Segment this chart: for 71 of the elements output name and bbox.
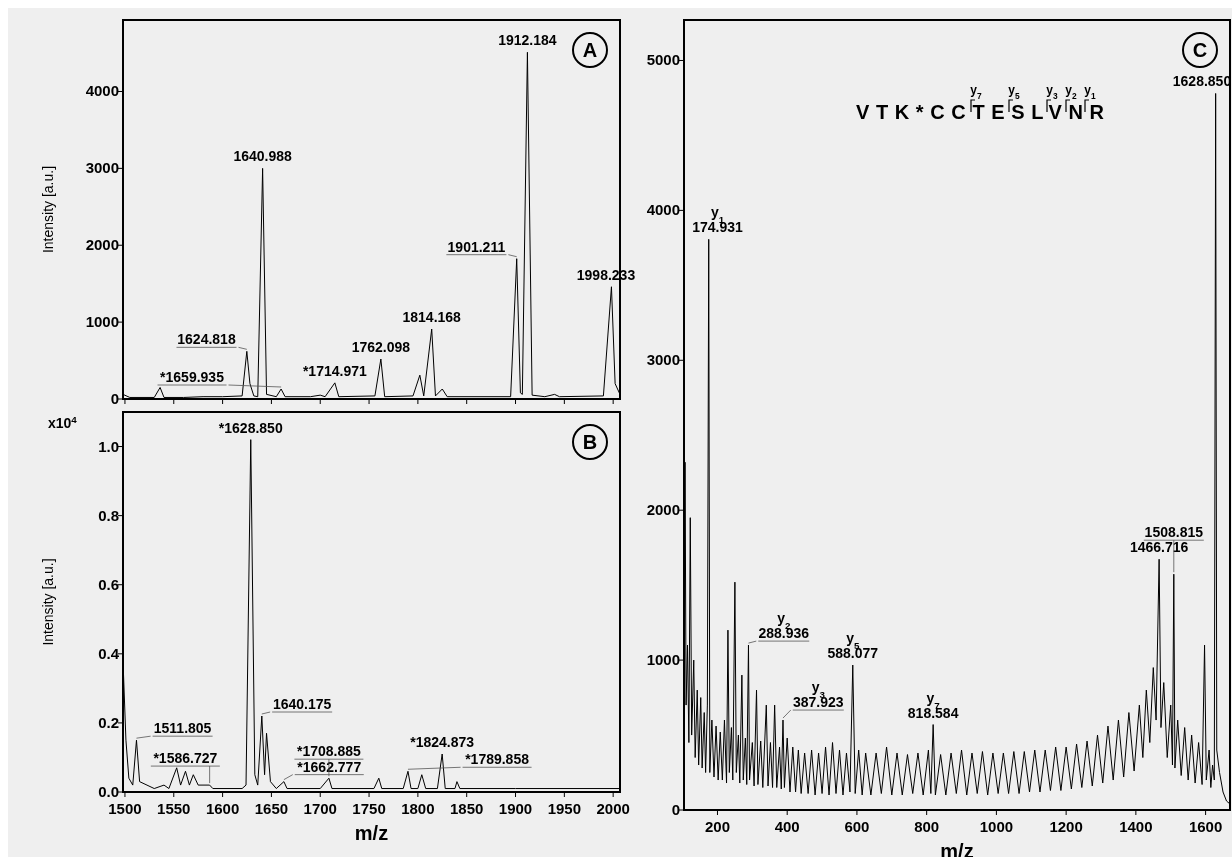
x-tick-label: 1800 [401, 800, 435, 817]
annotation: *1659.935 [160, 369, 225, 386]
annotation: 1640.175 [272, 696, 332, 712]
annotation: 1912.184 [498, 32, 557, 49]
y-tick-label: 0 [110, 390, 119, 407]
x-tick-label: 2000 [596, 800, 630, 817]
x-tick-label: 1400 [1119, 818, 1153, 835]
annotation: 1508.815 [1144, 524, 1204, 541]
annotation: 1814.168 [402, 309, 462, 326]
y-tick-label: 1000 [85, 313, 119, 331]
annotation: 1511.805 [153, 720, 212, 737]
x-tick-label: 400 [774, 818, 800, 835]
y-tick-label: 0.0 [98, 783, 119, 800]
y-tick-label: 1.0 [98, 437, 119, 455]
x-tick-label: 800 [914, 818, 940, 835]
annotation: *1586.727 [153, 750, 218, 767]
annotation: A [582, 39, 598, 61]
annotation: B [582, 431, 598, 453]
x-tick-label: 1600 [205, 800, 240, 817]
x-tick-label: 1750 [352, 800, 386, 817]
annotation: 1628.850 [1172, 73, 1232, 90]
annotation: *1628.850 [218, 419, 283, 436]
x-tick-label: 1950 [547, 800, 582, 817]
y-tick-label: 0.2 [98, 713, 119, 731]
annotation: y$_{2}$ 288.936 [758, 610, 810, 642]
annotation: y$_{2}$ [1065, 83, 1078, 101]
annotation: *1714.971 [302, 362, 367, 379]
x-tick-label: 200 [704, 818, 730, 835]
annotation: y$_{7}$ [970, 83, 983, 101]
x-axis-title: m/z [354, 822, 389, 844]
x-tick-label: 1900 [498, 800, 533, 817]
y-tick-label: 0.6 [98, 575, 119, 593]
x-tick-label: 1600 [1188, 818, 1223, 835]
y-tick-label: 2000 [85, 236, 119, 254]
annotation: *1708.885 [296, 743, 362, 760]
annotation: y$_{1}$ 174.931 [692, 204, 744, 236]
annotation: 1466.716 [1129, 539, 1189, 556]
annotation: 1624.818 [177, 331, 236, 348]
annotation: y$_{1}$ [1084, 83, 1097, 101]
y-tick-label: 5000 [646, 51, 680, 69]
annotation: 1901.211 [447, 238, 506, 255]
x-tick-label: 1700 [303, 800, 337, 817]
annotation: y$_{5}$ [1008, 83, 1021, 101]
y-tick-label: 4000 [85, 82, 119, 100]
annotation: y$_{5}$ 588.077 [827, 630, 879, 662]
y-tick-label: 0 [671, 801, 680, 818]
y-tick-label: 0.4 [98, 644, 120, 662]
annotation: *1789.858 [465, 751, 530, 768]
y-tick-label: 3000 [85, 159, 119, 177]
x-tick-label: 1200 [1049, 818, 1083, 835]
y-tick-label: 3000 [646, 351, 680, 369]
text: x10$^{4}$ [48, 413, 78, 431]
y-axis-title: Intensity [a.u.] [40, 165, 56, 254]
annotation: 1640.988 [233, 148, 293, 165]
y-tick-label: 0.8 [98, 506, 119, 524]
x-tick-label: 600 [844, 818, 870, 835]
x-tick-label: 1000 [979, 818, 1014, 835]
y-axis-title: Intensity [a.u.] [40, 558, 56, 646]
annotation: VTK*CCTESLVNR [856, 101, 1105, 123]
annotation: *1824.873 [410, 734, 475, 750]
y-tick-label: 2000 [646, 501, 680, 519]
annotation: y$_{3}$ 387.923 [792, 679, 844, 711]
x-tick-label: 1550 [157, 800, 191, 817]
x-tick-label: 1650 [254, 800, 289, 817]
y-tick-label: 1000 [646, 651, 680, 669]
annotation: y$_{3}$ [1046, 83, 1059, 101]
x-tick-label: 1500 [108, 800, 142, 817]
y-tick-label: 4000 [646, 201, 680, 219]
annotation: 1762.098 [351, 339, 411, 356]
x-tick-label: 1850 [450, 800, 484, 817]
annotation: C [1192, 39, 1208, 61]
